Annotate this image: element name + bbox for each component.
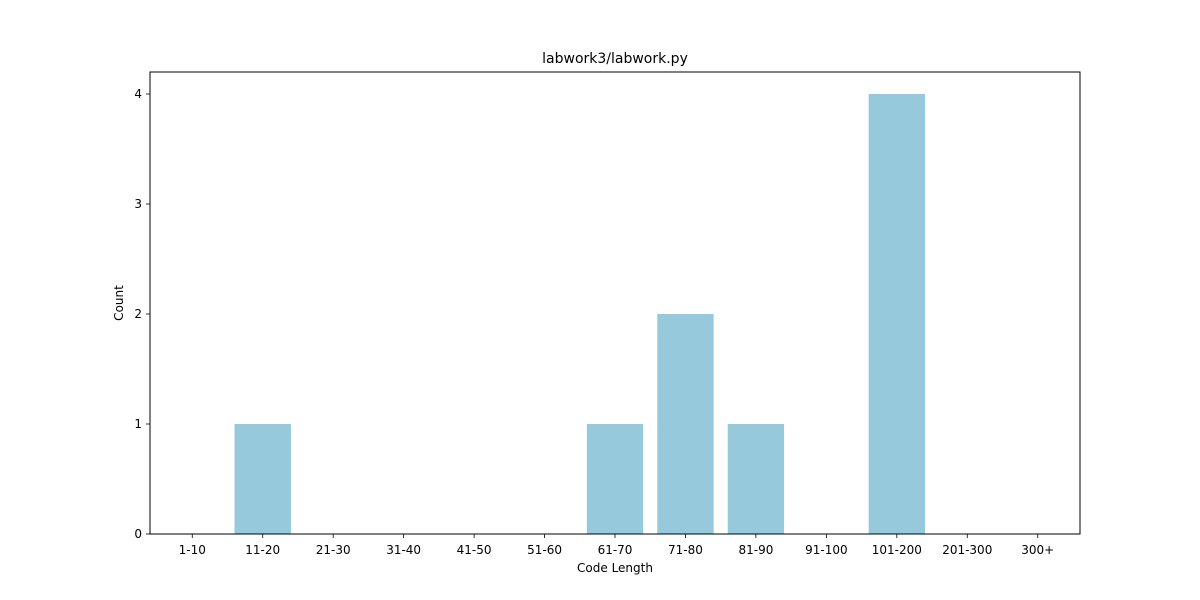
bar-11-20 <box>234 424 291 534</box>
y-tick-label: 3 <box>134 197 142 211</box>
x-tick-label: 91-100 <box>805 543 848 557</box>
y-axis-ticks: 0 1 2 3 4 <box>134 87 150 541</box>
y-axis-title: Count <box>112 285 126 321</box>
y-tick-label: 4 <box>134 87 142 101</box>
x-tick-label: 11-20 <box>245 543 280 557</box>
bar-101-200 <box>868 94 925 534</box>
x-tick-label: 41-50 <box>457 543 492 557</box>
x-tick-label: 201-300 <box>942 543 992 557</box>
x-tick-label: 1-10 <box>179 543 206 557</box>
x-tick-label: 21-30 <box>316 543 351 557</box>
x-tick-label: 101-200 <box>872 543 922 557</box>
bar-61-70 <box>586 424 644 534</box>
y-tick-label: 0 <box>134 527 142 541</box>
x-tick-label: 71-80 <box>668 543 703 557</box>
bars-layer <box>234 94 925 534</box>
x-axis-ticks: 1-10 11-20 21-30 31-40 41-50 51-60 61-70 71-80 8… <box>179 534 1054 557</box>
bar-81-90 <box>727 424 785 534</box>
x-tick-label: 61-70 <box>598 543 633 557</box>
chart-title: labwork3/labwork.py <box>542 51 688 67</box>
y-tick-label: 2 <box>134 307 142 321</box>
bar-71-80 <box>657 314 714 534</box>
x-axis-title: Code Length <box>577 561 653 575</box>
y-tick-label: 1 <box>134 417 142 431</box>
x-tick-label: 81-90 <box>738 543 773 557</box>
x-tick-label: 300+ <box>1021 543 1054 557</box>
x-tick-label: 51-60 <box>527 543 562 557</box>
plot-frame <box>149 71 1081 535</box>
x-tick-label: 31-40 <box>386 543 421 557</box>
